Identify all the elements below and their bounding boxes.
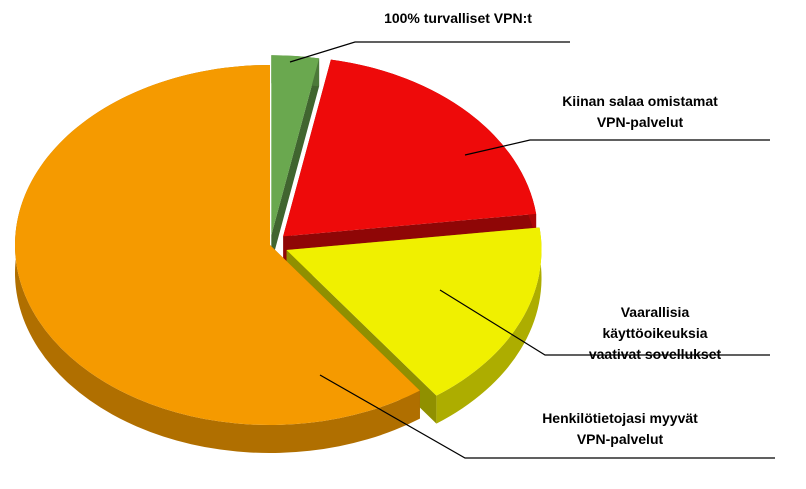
pie bbox=[14, 55, 542, 453]
leader-lines bbox=[289, 41, 775, 459]
slice-side bbox=[436, 227, 542, 424]
slice-label: Kiinan salaa omistamat VPN-palvelut bbox=[562, 93, 718, 130]
leader-line bbox=[464, 139, 770, 156]
slice-cut bbox=[271, 55, 320, 264]
leader-line bbox=[319, 374, 775, 459]
slice bbox=[271, 55, 320, 236]
slice-label: Vaarallisia käyttöoikeuksia vaativat sov… bbox=[588, 304, 722, 362]
leader-line bbox=[289, 41, 570, 63]
slice-label: 100% turvalliset VPN:t bbox=[384, 10, 532, 26]
slice bbox=[15, 65, 420, 426]
slice-side bbox=[14, 65, 420, 453]
slice bbox=[283, 59, 537, 237]
slice bbox=[286, 227, 542, 396]
slice-label: Henkilötietojasi myyvät VPN-palvelut bbox=[542, 410, 698, 447]
leader-line bbox=[439, 289, 770, 356]
